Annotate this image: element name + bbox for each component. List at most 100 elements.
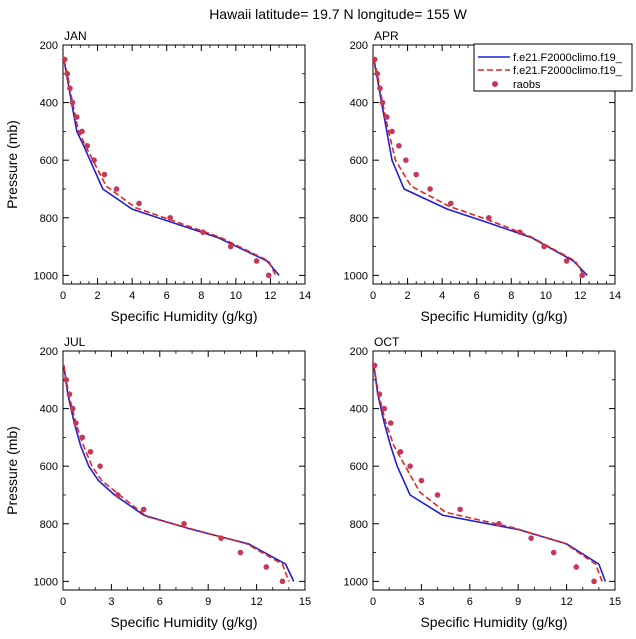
raobs-point [101,171,108,178]
plot-frame [372,350,616,591]
raobs-point [381,405,388,412]
x-axis-label: Specific Humidity (g/kg) [420,308,567,324]
raobs-point [563,258,570,264]
raobs-point [387,420,394,426]
series-line-solid [63,59,280,276]
raobs-point [181,520,187,527]
raobs-point [384,114,390,120]
y-tick-label: 600 [350,461,368,473]
panel-title: JUL [64,335,86,349]
legend-box [473,43,633,92]
raobs-point [265,272,272,279]
panel-title: OCT [374,335,400,349]
y-tick-label: 400 [350,404,368,416]
raobs-point [97,463,103,469]
panel-oct: 0 3 6 9 12 15 200 400 600 800 1000 OCT Specific Humi… [344,335,622,630]
raobs-point [69,405,76,412]
x-tick-label: 12 [560,596,572,608]
x-tick-label: 14 [299,290,311,302]
raobs-point [218,535,224,541]
y-tick-label: 400 [40,98,58,110]
x-tick-label: 12 [250,596,262,608]
raobs-point [79,128,85,135]
raobs-point [73,420,79,426]
legend-label: f.e21.F2000climo.f19_ [513,52,623,64]
raobs-point [374,70,381,77]
raobs-point [397,448,404,455]
x-tick-label: 0 [60,290,66,302]
x-tick-label: 8 [508,290,514,302]
series-line-dashed [373,59,585,276]
x-tick-label: 12 [264,290,276,302]
raobs-point [87,448,94,455]
y-tick-label: 800 [40,213,58,225]
y-tick-label: 800 [350,519,368,531]
raobs-point [140,506,147,513]
raobs-point [64,70,71,77]
y-axis-label: Pressure (mb) [4,426,20,515]
raobs-point [279,578,286,585]
raobs-point [427,186,433,192]
raobs-point [528,535,534,541]
raobs-point [379,99,386,106]
x-axis-label: Specific Humidity (g/kg) [110,308,257,324]
figure-title: Hawaii latitude= 19.7 N longitude= 155 W [209,6,467,22]
y-tick-label: 600 [40,155,58,167]
raobs-point [457,506,463,513]
y-tick-label: 600 [40,461,58,473]
plot-frame [62,44,306,285]
x-tick-label: 6 [157,596,163,608]
raobs-point [66,391,73,397]
raobs-point [91,157,97,163]
series-line-dashed [373,365,603,582]
raobs-point [541,243,547,250]
y-tick-label: 1000 [34,576,58,588]
raobs-point [136,200,142,207]
raobs-point [74,114,80,120]
raobs-point [167,214,173,221]
x-tick-label: 0 [370,596,376,608]
raobs-point [371,56,378,63]
raobs-point [573,564,580,570]
x-axis-label: Specific Humidity (g/kg) [110,614,257,630]
raobs-point [418,477,425,484]
raobs-point [396,142,402,149]
raobs-point [61,56,68,63]
x-tick-label: 9 [205,596,211,608]
panels-group: 0 2 4 6 8 10 12 14 200 400 600 800 1000 JAN Specific H… [4,29,621,630]
raobs-point [407,463,413,469]
series-line-solid [373,365,607,582]
x-tick-label: 9 [515,596,521,608]
raobs-point [79,434,86,441]
raobs-point [591,578,597,585]
raobs-point [200,229,206,235]
series-line-dashed [63,59,277,276]
x-tick-label: 3 [418,596,424,608]
raobs-point [447,200,454,207]
y-tick-label: 800 [350,213,368,225]
raobs-point [376,391,383,397]
raobs-point [403,157,409,163]
y-axis-label: Pressure (mb) [4,120,20,209]
y-tick-label: 200 [40,40,58,52]
x-tick-label: 2 [95,290,101,302]
legend-label: raobs [513,79,541,91]
x-tick-label: 10 [540,290,552,302]
x-tick-label: 15 [299,596,311,608]
panel-title: JAN [64,29,87,43]
raobs-point [63,376,70,383]
raobs-point [371,362,378,369]
panel-title: APR [374,29,399,43]
x-tick-label: 6 [474,290,480,302]
raobs-point [253,258,260,264]
raobs-point [227,243,234,250]
raobs-point [496,520,502,527]
raobs-point [389,128,395,135]
plot-frame [62,350,306,591]
panel-apr: 0 2 4 6 8 10 12 14 200 400 600 800 1000 APR Specific H… [344,29,622,324]
y-tick-label: 200 [40,346,58,358]
y-tick-label: 1000 [344,576,368,588]
x-tick-label: 4 [439,290,445,302]
raobs-point [237,549,244,556]
